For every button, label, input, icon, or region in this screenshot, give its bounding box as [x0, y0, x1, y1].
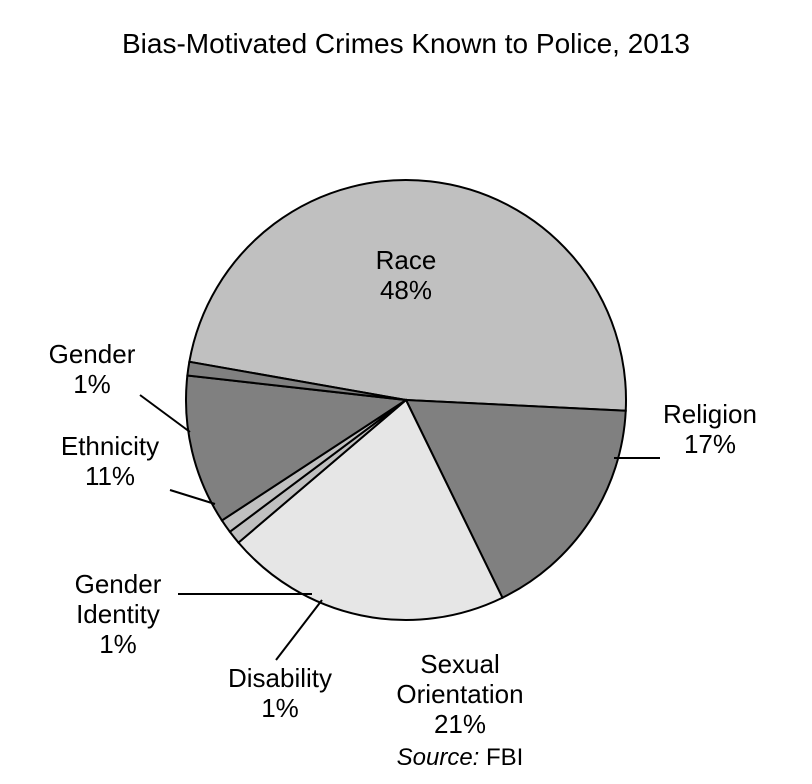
- chart-title: Bias-Motivated Crimes Known to Police, 2…: [0, 28, 812, 60]
- slice-label: Religion 17%: [590, 400, 812, 460]
- source-label: Source: FBI: [340, 744, 580, 772]
- slice-label: Ethnicity 11%: [0, 432, 230, 492]
- slice-label: Race 48%: [286, 246, 526, 306]
- slice-label: Gender Identity 1%: [0, 570, 238, 660]
- leader-line: [140, 395, 190, 432]
- leader-line: [276, 600, 322, 660]
- pie-chart: Bias-Motivated Crimes Known to Police, 2…: [0, 0, 812, 784]
- source-prefix: Source:: [397, 744, 486, 771]
- slice-label: Gender 1%: [0, 340, 212, 400]
- source-text: FBI: [486, 744, 523, 771]
- slice-label: Disability 1%: [160, 664, 400, 724]
